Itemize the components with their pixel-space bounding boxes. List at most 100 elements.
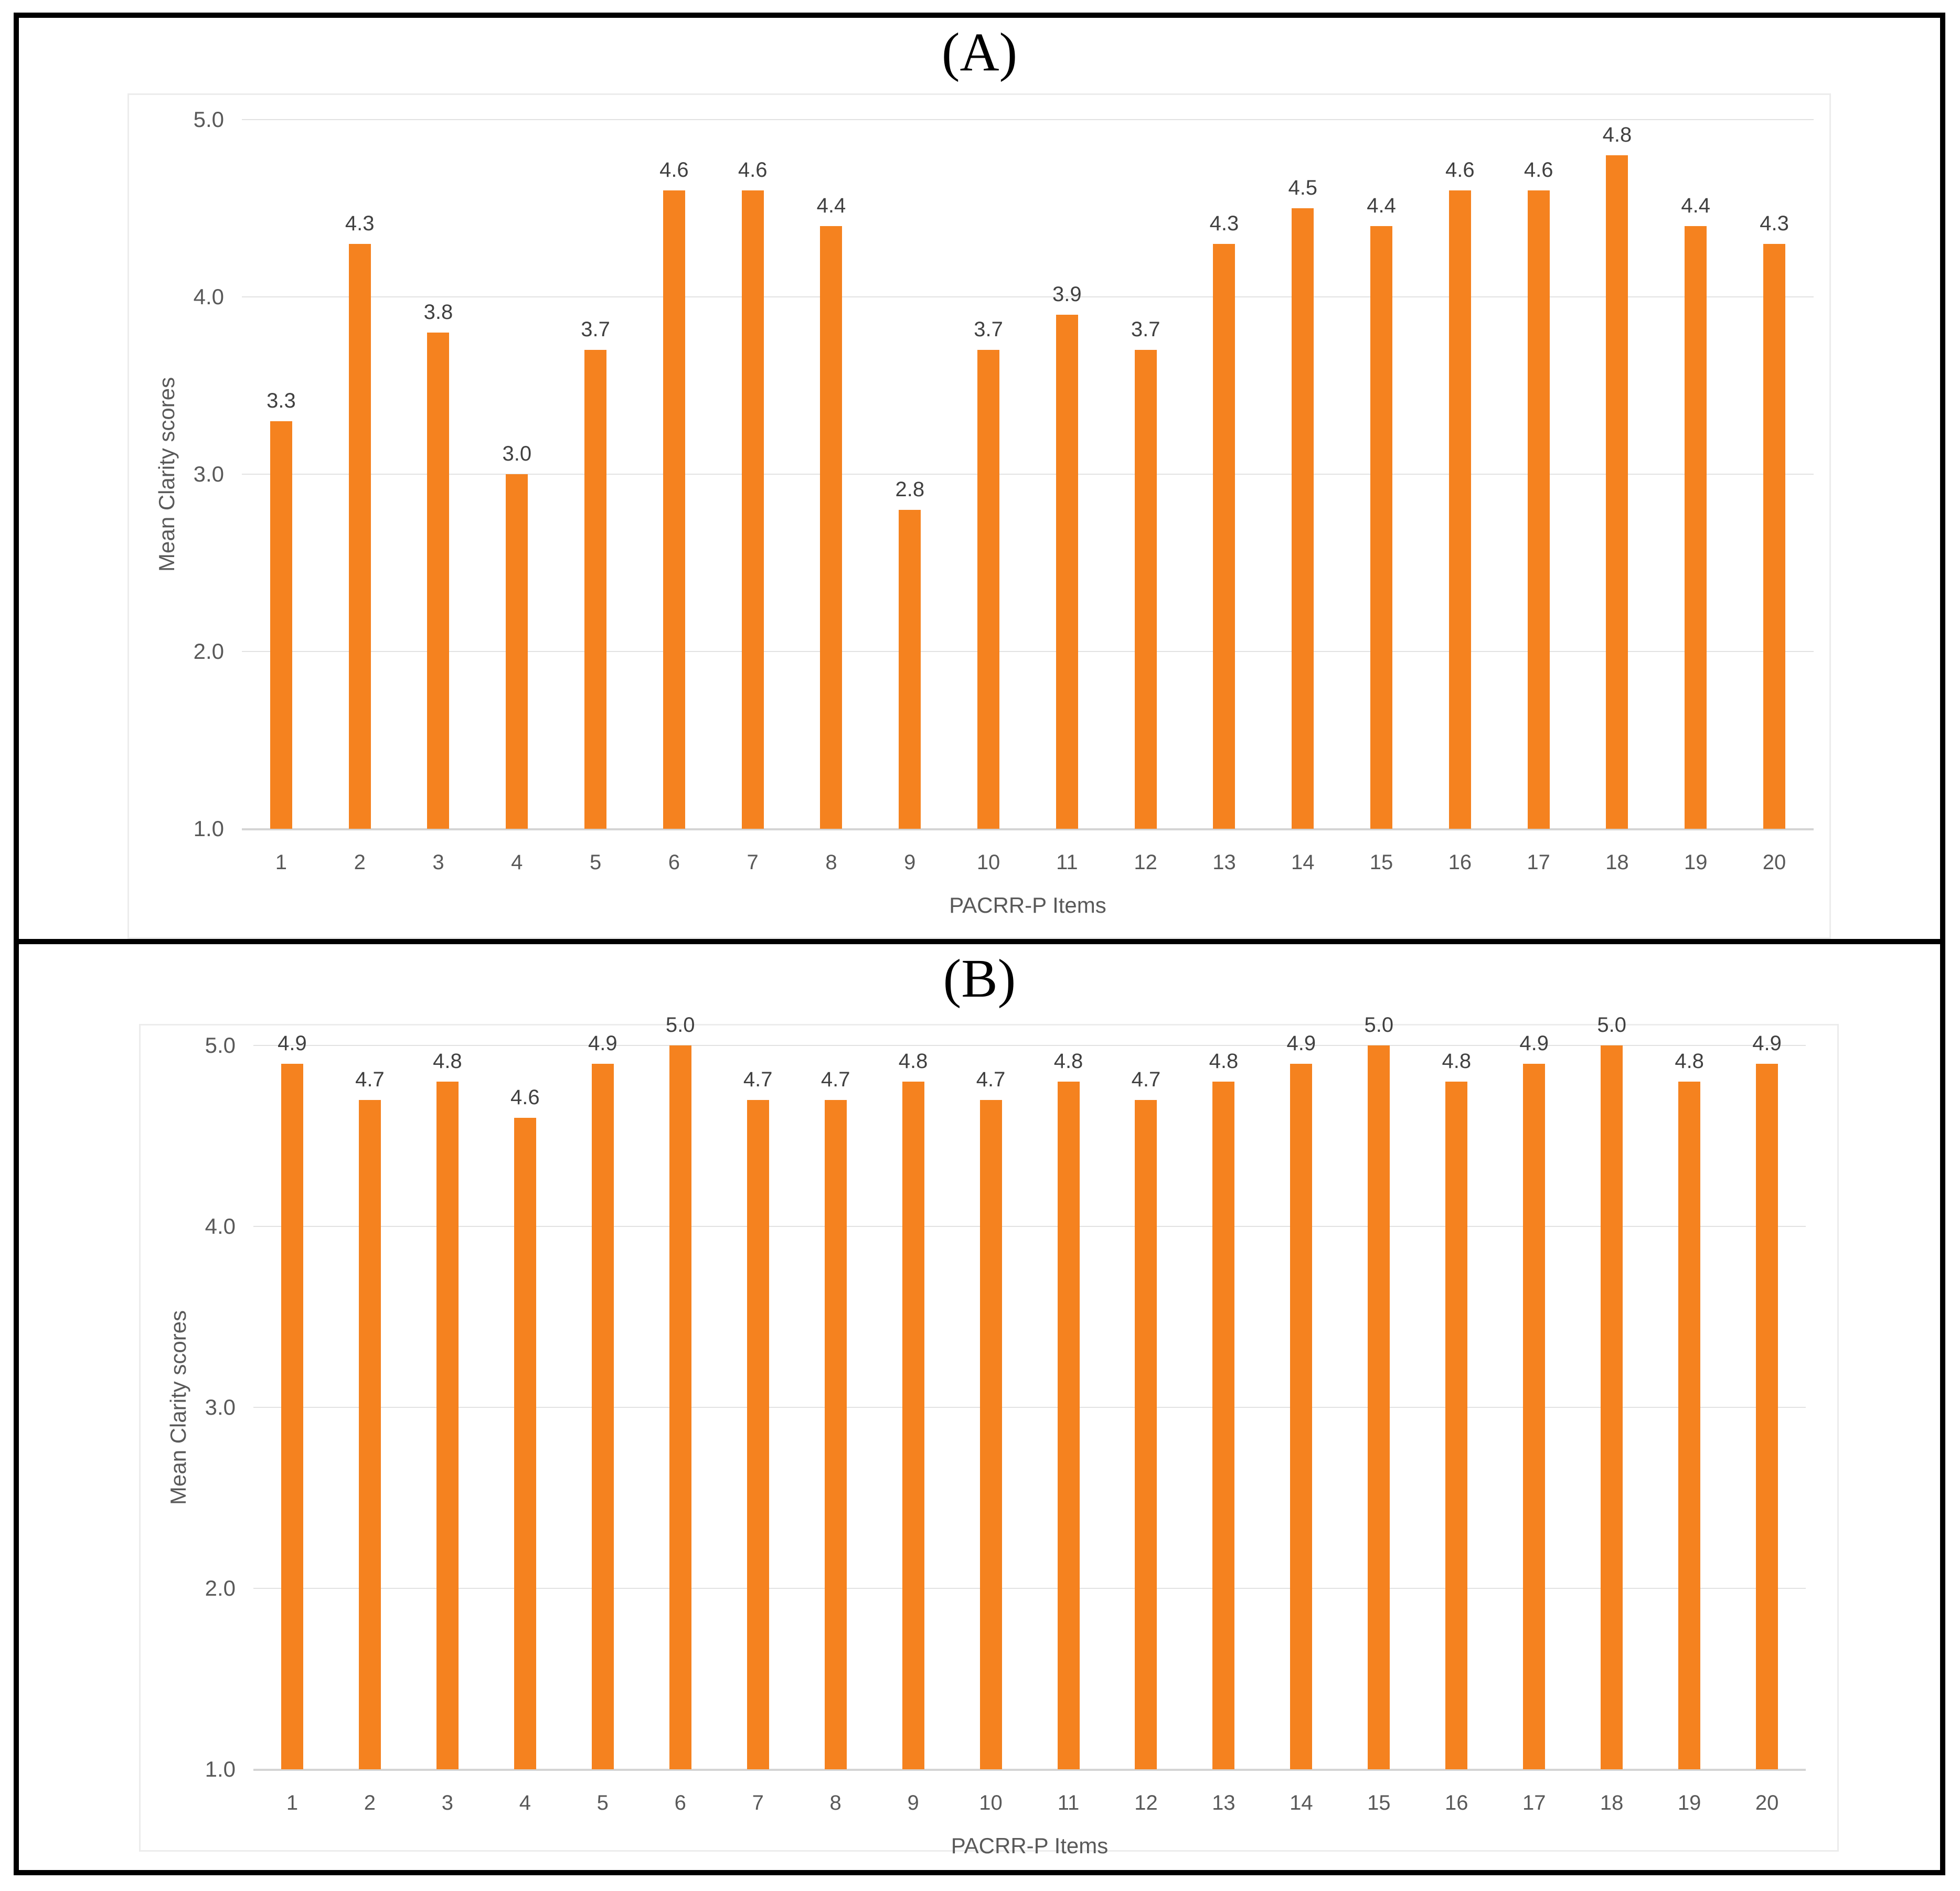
y-axis-tick-label: 1.0 — [205, 1757, 236, 1781]
x-axis-tick-label: 10 — [979, 1791, 1003, 1814]
bar-item-16 — [1445, 1082, 1468, 1769]
bar-item-12 — [1135, 1099, 1157, 1769]
bar-value-label: 4.3 — [1209, 211, 1239, 235]
x-axis-tick-label: 18 — [1605, 851, 1629, 874]
x-axis-tick-label: 10 — [976, 851, 1000, 874]
bar-slot: 2.8 — [870, 120, 949, 829]
x-axis-tick-label: 4 — [511, 851, 523, 874]
bar-item-5 — [584, 350, 607, 829]
bar-slot: 4.9 — [1495, 1032, 1573, 1769]
bar-slot: 3.7 — [556, 120, 635, 829]
x-axis-tick-label: 13 — [1212, 1791, 1235, 1814]
x-axis-tick-label: 3 — [432, 851, 444, 874]
bar-value-label: 4.5 — [1288, 176, 1318, 199]
y-axis-title: Mean Clarity scores — [166, 1310, 190, 1505]
x-axis-tick-label: 5 — [589, 851, 602, 874]
bar-value-label: 3.9 — [1052, 282, 1082, 306]
x-axis-tick-label: 14 — [1290, 1791, 1313, 1814]
x-axis-tick-label: 12 — [1134, 851, 1157, 874]
bar-value-label: 4.7 — [355, 1067, 385, 1091]
bar-slot: 3.8 — [399, 120, 478, 829]
y-axis-tick-label: 3.0 — [193, 462, 224, 486]
x-axis-tick-label: 7 — [752, 1791, 764, 1814]
bar-value-label: 4.4 — [816, 194, 846, 217]
bar-slot: 3.7 — [1106, 120, 1185, 829]
bar-slot: 3.7 — [949, 120, 1028, 829]
bar-value-label: 4.8 — [1442, 1050, 1472, 1073]
x-axis-tick-label: 4 — [519, 1791, 531, 1814]
bar-item-4 — [514, 1118, 536, 1769]
bar-item-2 — [358, 1099, 381, 1769]
panel-A: (A) Mean Clarity scores 1 2 3 4 5 6 7 8 9 10 11 12 1… — [19, 18, 1940, 939]
plot-area: 1 2 3 4 5 6 7 8 9 10 11 12 13 14 15 16 17 18 19 20 PACRR-P … — [205, 1013, 1806, 1858]
bar-value-label: 4.8 — [1675, 1050, 1704, 1073]
bar-value-label: 2.8 — [895, 477, 925, 501]
y-axis-tick-label: 5.0 — [205, 1033, 236, 1057]
x-axis-tick-label: 1 — [286, 1791, 299, 1814]
bar-value-label: 4.9 — [1752, 1031, 1782, 1055]
bar-slot: 4.7 — [1107, 1045, 1185, 1769]
bar-value-label: 4.9 — [278, 1031, 307, 1055]
bar-value-label: 4.8 — [433, 1050, 462, 1073]
x-axis-title: PACRR-P Items — [949, 893, 1106, 917]
bar-value-label: 3.7 — [974, 318, 1003, 341]
gridline — [242, 296, 1814, 297]
bar-value-label: 3.7 — [1131, 318, 1160, 341]
bar-item-14 — [1292, 208, 1314, 829]
bar-item-20 — [1756, 1063, 1778, 1769]
bar-value-label: 3.7 — [581, 318, 610, 341]
bar-value-label: 4.7 — [821, 1067, 850, 1091]
y-axis-tick-label: 1.0 — [193, 816, 224, 841]
chart-A: Mean Clarity scores 1 2 3 4 5 6 7 8 9 10 11 12 13 14 1… — [127, 93, 1831, 939]
bar-item-13 — [1213, 243, 1235, 829]
x-axis-tick-row: 1 2 3 4 5 6 7 8 9 10 11 12 13 14 15 16 17 18 19 20 — [253, 1791, 1806, 1815]
bar-slot: 4.8 — [1185, 1045, 1262, 1769]
bar-slot: 4.4 — [792, 120, 871, 829]
bar-slot: 4.3 — [1735, 120, 1814, 829]
bar-value-label: 4.6 — [1445, 158, 1475, 182]
gridline — [242, 119, 1814, 120]
bar-slot: 4.8 — [1030, 1045, 1107, 1769]
chart-B: Mean Clarity scores 1 2 3 4 5 6 7 8 9 10 11 12 13 14 1… — [139, 1013, 1839, 1858]
bar-slot: 4.8 — [1418, 1045, 1495, 1769]
bar-item-19 — [1685, 226, 1707, 829]
bar-item-11 — [1056, 314, 1078, 829]
bar-item-18 — [1606, 155, 1628, 829]
x-axis-tick-label: 8 — [829, 1791, 841, 1814]
x-axis-tick-label: 11 — [1056, 851, 1078, 874]
bar-item-5 — [591, 1063, 614, 1769]
gridline — [253, 1407, 1806, 1408]
bar-item-9 — [902, 1082, 924, 1769]
bar-slot: 5.0 — [1573, 1013, 1650, 1769]
bar-value-label: 4.7 — [743, 1067, 773, 1091]
bar-value-label: 4.6 — [1524, 158, 1553, 182]
bar-slot: 4.8 — [1578, 120, 1657, 829]
x-axis-tick-label: 20 — [1762, 851, 1786, 874]
bar-slot: 4.4 — [1342, 120, 1421, 829]
bar-value-label: 4.6 — [510, 1086, 540, 1109]
bar-slot: 4.6 — [1499, 120, 1578, 829]
y-axis-tick-label: 5.0 — [193, 107, 224, 132]
bar-slot: 4.9 — [1262, 1032, 1340, 1769]
x-axis-tick-label: 16 — [1445, 1791, 1468, 1814]
bar-slot: 3.0 — [477, 120, 556, 829]
bar-slot: 4.8 — [1650, 1045, 1728, 1769]
bar-item-7 — [747, 1099, 769, 1769]
y-axis-tick-label: 3.0 — [205, 1395, 236, 1419]
bar-slot: 4.6 — [1421, 120, 1499, 829]
bar-value-label: 4.9 — [1286, 1031, 1316, 1055]
x-axis-tick-label: 17 — [1522, 1791, 1546, 1814]
x-axis-title: PACRR-P Items — [951, 1833, 1109, 1858]
x-axis-tick-label: 8 — [825, 851, 837, 874]
bar-slot: 4.4 — [1656, 120, 1735, 829]
bar-value-label: 4.4 — [1367, 194, 1396, 217]
x-axis-tick-label: 20 — [1755, 1791, 1779, 1814]
bar-item-16 — [1448, 190, 1471, 829]
bar-slot: 3.9 — [1028, 120, 1106, 829]
bar-item-17 — [1523, 1063, 1546, 1769]
bar-series: 3.3 4.3 3.8 3.0 3.7 4.6 4.6 4.4 2.8 3.7 3.9 3.7 4.3 4… — [242, 120, 1814, 829]
bar-slot: 3.3 — [242, 120, 321, 829]
bar-value-label: 4.8 — [898, 1050, 928, 1073]
y-axis-tick-label: 2.0 — [193, 639, 224, 664]
x-axis-tick-label: 17 — [1527, 851, 1550, 874]
